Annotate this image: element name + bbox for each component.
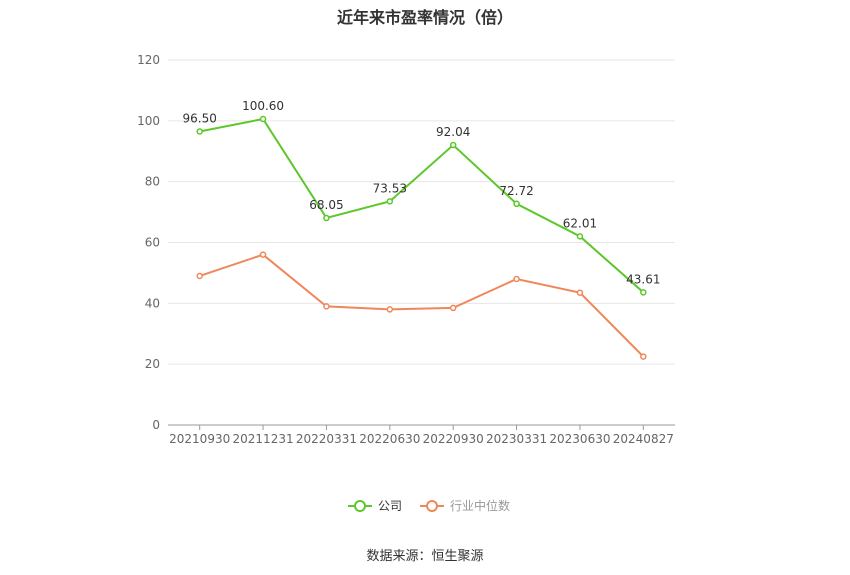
x-tick-label: 20230630 bbox=[549, 432, 610, 446]
data-label: 43.61 bbox=[626, 272, 660, 286]
legend-label: 公司 bbox=[378, 499, 402, 513]
y-axis: 0 20 40 60 80 100 120 bbox=[137, 53, 160, 432]
data-point bbox=[576, 289, 584, 296]
data-point bbox=[513, 275, 520, 283]
data-point bbox=[323, 214, 330, 222]
y-tick-label: 100 bbox=[137, 114, 160, 128]
y-tick-label: 120 bbox=[137, 53, 160, 67]
series-line bbox=[199, 253, 645, 358]
data-point bbox=[259, 251, 267, 258]
y-tick-label: 20 bbox=[145, 357, 160, 371]
y-tick-label: 0 bbox=[152, 418, 160, 432]
data-point bbox=[576, 233, 584, 240]
data-point bbox=[196, 128, 203, 135]
x-tick-label: 20240827 bbox=[613, 432, 674, 446]
data-point bbox=[386, 198, 394, 205]
data-label: 92.04 bbox=[436, 125, 470, 139]
x-tick-label: 20220630 bbox=[359, 432, 420, 446]
data-point bbox=[196, 272, 203, 280]
y-tick-label: 80 bbox=[145, 175, 160, 189]
data-label: 62.01 bbox=[563, 216, 597, 230]
legend-marker bbox=[426, 500, 438, 512]
data-point bbox=[513, 200, 520, 208]
data-point bbox=[449, 141, 457, 149]
x-tick-label: 20211231 bbox=[233, 432, 294, 446]
data-label: 68.05 bbox=[309, 198, 343, 212]
x-tick-label: 20210930 bbox=[169, 432, 230, 446]
data-point bbox=[259, 115, 267, 123]
legend: 公司 行业中位数 bbox=[348, 498, 510, 513]
data-label: 96.50 bbox=[183, 111, 217, 125]
data-labels: 96.50 100.60 68.05 73.53 92.04 72.72 62.01 43.6… bbox=[183, 99, 661, 286]
data-point bbox=[640, 289, 647, 296]
grid-lines bbox=[168, 59, 675, 365]
y-tick-label: 60 bbox=[145, 236, 160, 250]
data-point bbox=[323, 303, 330, 310]
series-layer bbox=[196, 115, 647, 360]
y-tick-label: 40 bbox=[145, 296, 160, 310]
data-source: 数据来源：恒生聚源 bbox=[366, 549, 484, 564]
x-axis: 20210930 20211231 20220331 20220630 20220930… bbox=[168, 424, 675, 446]
legend-item: 行业中位数 bbox=[420, 498, 510, 513]
data-point bbox=[449, 304, 457, 312]
data-label: 73.53 bbox=[373, 181, 407, 195]
x-tick-label: 20220331 bbox=[296, 432, 357, 446]
data-point bbox=[386, 306, 394, 313]
legend-label: 行业中位数 bbox=[450, 498, 510, 513]
data-point bbox=[640, 353, 647, 360]
chart-title: 近年来市盈率情况（倍） bbox=[336, 8, 513, 27]
series-line bbox=[199, 117, 644, 294]
x-tick-label: 20230331 bbox=[486, 432, 547, 446]
data-label: 100.60 bbox=[242, 99, 284, 113]
legend-marker bbox=[354, 500, 366, 512]
data-label: 72.72 bbox=[499, 184, 533, 198]
x-tick-label: 20220930 bbox=[423, 432, 484, 446]
legend-item: 公司 bbox=[348, 499, 402, 513]
